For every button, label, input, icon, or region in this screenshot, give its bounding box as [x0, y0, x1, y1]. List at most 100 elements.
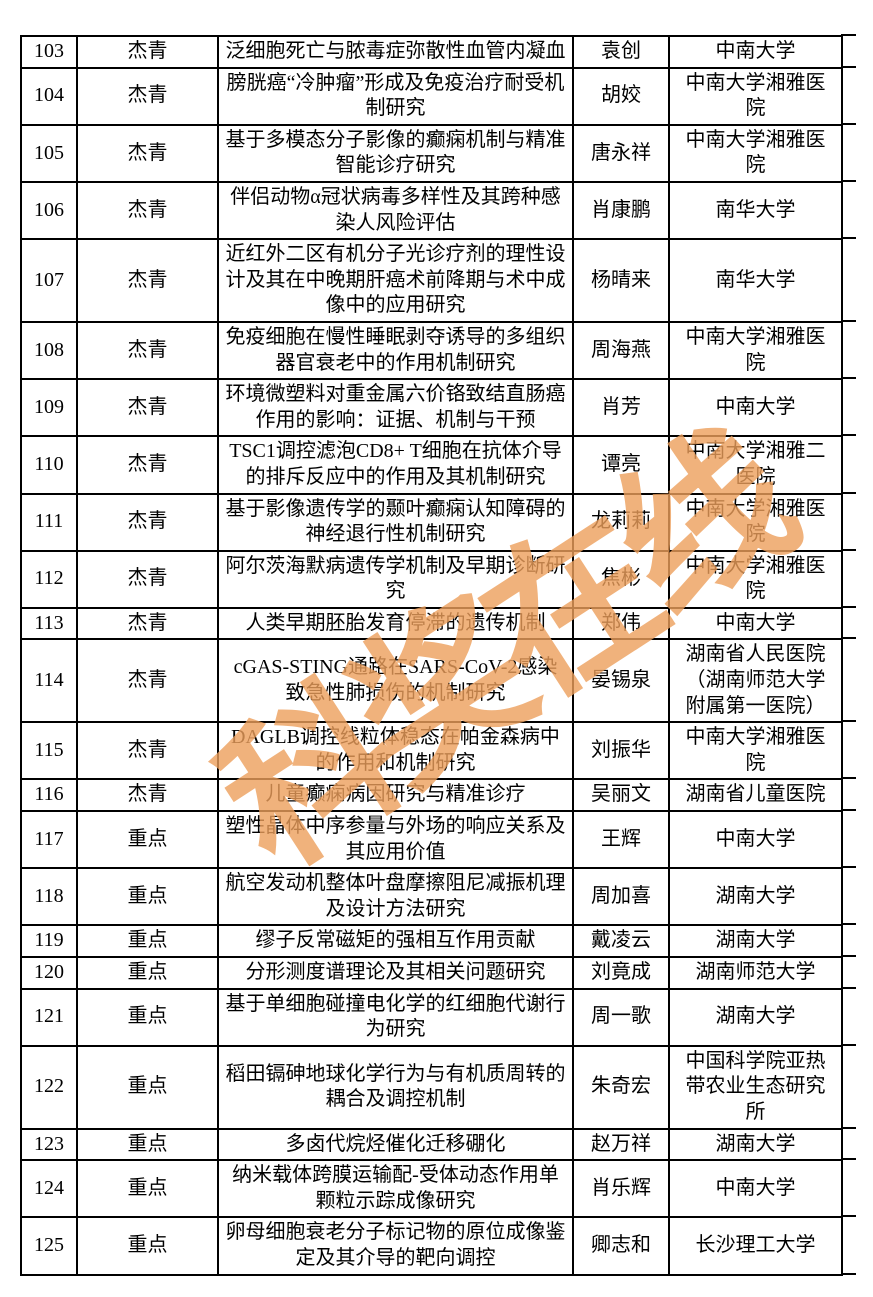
cell-title: 航空发动机整体叶盘摩擦阻尼减振机理及设计方法研究 [217, 867, 574, 927]
cell-title: TSC1调控滤泡CD8+ T细胞在抗体介导的排斥反应中的作用及其机制研究 [217, 435, 574, 495]
cell-category: 杰青 [76, 638, 219, 724]
cell-category: 重点 [76, 956, 219, 990]
border-overhang-tick [841, 986, 856, 989]
border-overhang-tick [841, 923, 856, 926]
table-row: 107 杰青 近红外二区有机分子光诊疗剂的理性设计及其在中晚期肝癌术前降期与术中成像… [20, 238, 843, 323]
table-body: 103 杰青 泛细胞死亡与脓毒症弥散性血管内凝血 袁创 中南大学 104 杰青 膀胱癌“冷肿瘤… [20, 35, 843, 1276]
border-overhang-tick [841, 319, 856, 322]
table-row: 123 重点 多卤代烷烃催化迁移硼化 赵万祥 湖南大学 [20, 1127, 843, 1162]
cell-name: 郑伟 [572, 606, 670, 641]
cell-number: 108 [20, 320, 78, 381]
cell-category: 杰青 [76, 66, 219, 126]
table-row: 122 重点 稻田镉砷地球化学行为与有机质周转的耦合及调控机制 朱奇宏 中国科学院亚热带… [20, 1044, 843, 1130]
cell-institution: 中南大学 [668, 378, 843, 438]
table-row: 121 重点 基于单细胞碰撞电化学的红细胞代谢行为研究 周一歌 湖南大学 [20, 987, 843, 1047]
table-row: 120 重点 分形测度谱理论及其相关问题研究 刘竟成 湖南师范大学 [20, 956, 843, 990]
cell-title: 纳米载体跨膜运输配-受体动态作用单颗粒示踪成像研究 [217, 1159, 574, 1219]
cell-title: 稻田镉砷地球化学行为与有机质周转的耦合及调控机制 [217, 1044, 574, 1130]
cell-title: 基于影像遗传学的颞叶癫痫认知障碍的神经退行性机制研究 [217, 492, 574, 552]
cell-title: 儿童癫痫病因研究与精准诊疗 [217, 778, 574, 813]
cell-title: 免疫细胞在慢性睡眠剥夺诱导的多组织器官衰老中的作用机制研究 [217, 320, 574, 381]
cell-name: 杨晴来 [572, 238, 670, 323]
cell-number: 109 [20, 378, 78, 438]
cell-title: 伴侣动物α冠状病毒多样性及其跨种感染人风险评估 [217, 180, 574, 241]
border-overhang-tick [841, 237, 856, 240]
cell-name: 肖乐辉 [572, 1159, 670, 1219]
cell-name: 肖康鹏 [572, 180, 670, 241]
cell-institution: 中南大学湘雅医院 [668, 721, 843, 781]
cell-category: 杰青 [76, 238, 219, 323]
table-row: 114 杰青 cGAS-STING通路在SARS-CoV-2感染致急性肺损伤的机制研… [20, 638, 843, 724]
cell-number: 114 [20, 638, 78, 724]
cell-category: 重点 [76, 924, 219, 958]
cell-number: 125 [20, 1216, 78, 1276]
cell-institution: 中国科学院亚热带农业生态研究所 [668, 1044, 843, 1130]
cell-institution: 中南大学 [668, 35, 843, 69]
border-overhang-tick [841, 1215, 856, 1218]
border-overhang-tick [841, 34, 856, 36]
cell-number: 107 [20, 238, 78, 323]
cell-title: 分形测度谱理论及其相关问题研究 [217, 956, 574, 990]
cell-name: 焦彬 [572, 549, 670, 609]
cell-number: 103 [20, 35, 78, 69]
cell-name: 卿志和 [572, 1216, 670, 1276]
cell-name: 刘振华 [572, 721, 670, 781]
table-row: 112 杰青 阿尔茨海默病遗传学机制及早期诊断研究 焦彬 中南大学湘雅医院 [20, 549, 843, 609]
cell-number: 122 [20, 1044, 78, 1130]
cell-title: 基于单细胞碰撞电化学的红细胞代谢行为研究 [217, 987, 574, 1047]
border-overhang-tick [841, 434, 856, 437]
cell-title: 塑性晶体中序参量与外场的响应关系及其应用价值 [217, 810, 574, 870]
table-row: 108 杰青 免疫细胞在慢性睡眠剥夺诱导的多组织器官衰老中的作用机制研究 周海燕 中南大… [20, 320, 843, 381]
cell-name: 唐永祥 [572, 123, 670, 183]
cell-number: 116 [20, 778, 78, 813]
cell-title: 人类早期胚胎发育停滞的遗传机制 [217, 606, 574, 641]
cell-number: 104 [20, 66, 78, 126]
table-row: 110 杰青 TSC1调控滤泡CD8+ T细胞在抗体介导的排斥反应中的作用及其机制研… [20, 435, 843, 495]
table-row: 105 杰青 基于多模态分子影像的癫痫机制与精准智能诊疗研究 唐永祥 中南大学湘雅医院 [20, 123, 843, 183]
table-row: 117 重点 塑性晶体中序参量与外场的响应关系及其应用价值 王辉 中南大学 [20, 810, 843, 870]
cell-category: 重点 [76, 1216, 219, 1276]
cell-institution: 湖南师范大学 [668, 956, 843, 990]
cell-category: 重点 [76, 1044, 219, 1130]
table-row: 104 杰青 膀胱癌“冷肿瘤”形成及免疫治疗耐受机制研究 胡姣 中南大学湘雅医院 [20, 66, 843, 126]
table-row: 111 杰青 基于影像遗传学的颞叶癫痫认知障碍的神经退行性机制研究 龙莉莉 中南大学湘雅… [20, 492, 843, 552]
border-overhang-tick [841, 1043, 856, 1046]
cell-title: 环境微塑料对重金属六价铬致结直肠癌作用的影响：证据、机制与干预 [217, 378, 574, 438]
cell-category: 杰青 [76, 435, 219, 495]
cell-title: 缪子反常磁矩的强相互作用贡献 [217, 924, 574, 958]
cell-institution: 湖南大学 [668, 987, 843, 1047]
cell-institution: 湖南大学 [668, 1127, 843, 1162]
cell-number: 112 [20, 549, 78, 609]
cell-category: 重点 [76, 1127, 219, 1162]
cell-number: 121 [20, 987, 78, 1047]
border-overhang-tick [841, 1126, 856, 1129]
cell-number: 124 [20, 1159, 78, 1219]
border-overhang-tick [841, 720, 856, 723]
cell-category: 杰青 [76, 778, 219, 813]
border-overhang-tick [841, 122, 856, 125]
cell-category: 重点 [76, 867, 219, 927]
cell-name: 刘竟成 [572, 956, 670, 990]
cell-institution: 中南大学湘雅医院 [668, 492, 843, 552]
cell-institution: 中南大学 [668, 1159, 843, 1219]
border-overhang-tick [841, 1272, 856, 1275]
cell-name: 周加喜 [572, 867, 670, 927]
cell-name: 朱奇宏 [572, 1044, 670, 1130]
cell-title: 阿尔茨海默病遗传学机制及早期诊断研究 [217, 549, 574, 609]
border-overhang-tick [841, 605, 856, 608]
table-row: 116 杰青 儿童癫痫病因研究与精准诊疗 吴丽文 湖南省儿童医院 [20, 778, 843, 813]
cell-category: 杰青 [76, 320, 219, 381]
cell-category: 杰青 [76, 378, 219, 438]
cell-number: 110 [20, 435, 78, 495]
cell-category: 杰青 [76, 35, 219, 69]
cell-category: 杰青 [76, 492, 219, 552]
table-row: 118 重点 航空发动机整体叶盘摩擦阻尼减振机理及设计方法研究 周加喜 湖南大学 [20, 867, 843, 927]
cell-name: 袁创 [572, 35, 670, 69]
table-row: 113 杰青 人类早期胚胎发育停滞的遗传机制 郑伟 中南大学 [20, 606, 843, 641]
cell-institution: 中南大学湘雅医院 [668, 320, 843, 381]
cell-institution: 中南大学湘雅二医院 [668, 435, 843, 495]
cell-title: 近红外二区有机分子光诊疗剂的理性设计及其在中晚期肝癌术前降期与术中成像中的应用研… [217, 238, 574, 323]
border-overhang-tick [841, 1158, 856, 1161]
cell-institution: 中南大学 [668, 606, 843, 641]
cell-title: cGAS-STING通路在SARS-CoV-2感染致急性肺损伤的机制研究 [217, 638, 574, 724]
